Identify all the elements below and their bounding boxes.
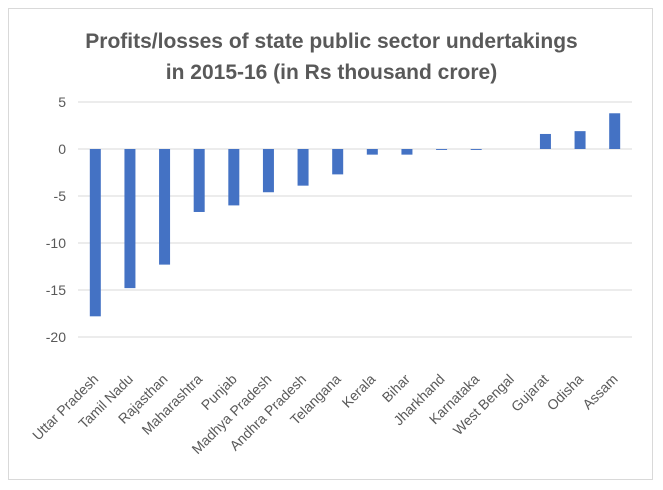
bar-uttar-pradesh [89,149,101,317]
bar-gujarat [539,133,551,149]
bar-jharkhand [436,149,448,150]
gridlines [78,101,632,338]
bar-odisha [574,131,586,149]
y-tick-label: -15 [46,282,66,298]
bar-telangana [332,149,344,175]
y-axis-labels: 5 0 -5 -10 -15 -20 [46,94,66,345]
x-tick-label: Gujarat [508,371,552,415]
y-tick-label: -10 [46,235,66,251]
bar-punjab [228,149,240,206]
x-tick-label: Kerala [339,371,379,411]
y-tick-label: 5 [58,94,66,110]
bar-maharashtra [193,149,205,212]
y-tick-label: -20 [46,329,66,345]
bar-andhra-pradesh [297,149,309,186]
chart-title-line-2: in 2015-16 (in Rs thousand crore) [165,61,498,84]
bar-rajasthan [159,149,171,265]
chart-title-line-1: Profits/losses of state public sector un… [85,30,578,53]
x-tick-label: Assam [579,371,621,413]
y-tick-label: 0 [58,141,66,157]
bars [89,113,621,317]
bar-tamil-nadu [124,149,136,289]
bar-assam [609,113,621,149]
chart-frame [8,8,653,480]
x-tick-label: Odisha [544,371,587,414]
bar-karnataka [470,149,482,150]
y-tick-label: -5 [54,188,67,204]
bar-kerala [366,149,378,155]
bar-bihar [401,149,413,155]
bar-madhya-pradesh [262,149,274,193]
